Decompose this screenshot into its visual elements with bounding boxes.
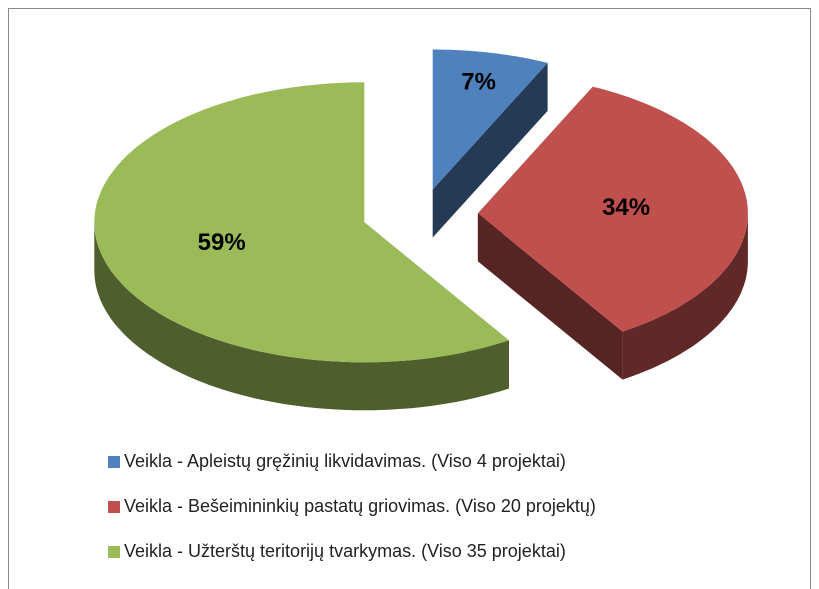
legend-label: Veikla - Užterštų teritorijų tvarkymas. … [124, 541, 566, 561]
legend-label: Veikla - Bešeimininkių pastatų griovimas… [124, 496, 596, 516]
data-label: 34% [602, 194, 650, 221]
legend-label: Veikla - Apleistų gręžinių likvidavimas.… [124, 451, 566, 471]
pie-side [622, 213, 748, 380]
pie-face [477, 213, 623, 380]
legend-swatch [108, 501, 120, 513]
data-label: 59% [198, 229, 246, 256]
data-label: 7% [461, 68, 496, 95]
legend-swatch [108, 546, 120, 558]
pie-slice [432, 49, 548, 190]
pie-side [94, 222, 510, 411]
pie-face [432, 62, 548, 238]
pie-slice [94, 82, 510, 363]
pie-slice [477, 86, 748, 332]
legend-swatch [108, 456, 120, 468]
